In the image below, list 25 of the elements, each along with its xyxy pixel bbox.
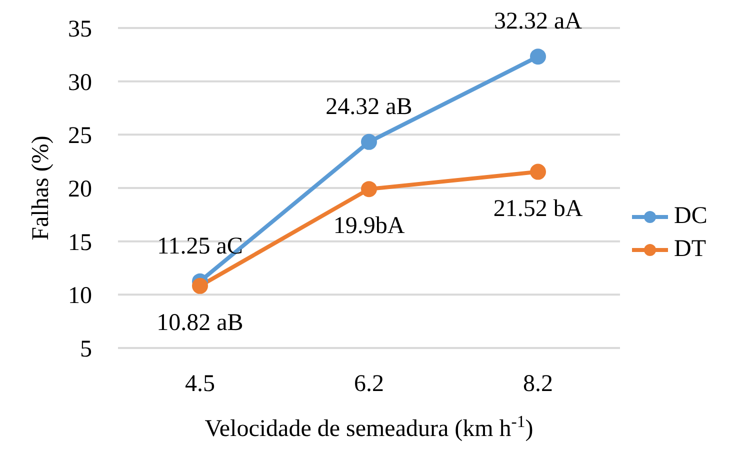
- point: [361, 134, 377, 150]
- y-tick-label: 30: [68, 70, 92, 96]
- legend-label: DC: [674, 203, 708, 230]
- y-tick-label: 5: [80, 336, 92, 363]
- point: [530, 48, 546, 65]
- y-tick-label: 10: [68, 283, 92, 310]
- x-tick-label: 4.5: [185, 371, 215, 398]
- y-axis-title: Falhas (%): [28, 136, 54, 240]
- data-label: 11.25 aC: [157, 233, 243, 260]
- y-tick-label: 35: [68, 16, 92, 43]
- data-label: 19.9bA: [333, 213, 406, 240]
- point: [192, 278, 208, 294]
- point: [530, 164, 546, 180]
- y-tick-label: 20: [68, 176, 92, 203]
- y-tick-label: 25: [68, 123, 92, 150]
- data-label: 21.52 bA: [493, 196, 584, 222]
- x-axis-title: Velocidade de semeadura (km h$^{-1}$): [204, 412, 534, 442]
- data-label: 24.32 aB: [326, 94, 412, 120]
- data-label: 10.82 aB: [156, 310, 244, 336]
- x-tick-label: 8.2: [523, 371, 553, 398]
- point: [361, 181, 377, 198]
- x-tick-label: 6.2: [354, 371, 384, 398]
- legend-label: DT: [674, 236, 706, 263]
- data-label: 32.32 aA: [494, 8, 583, 35]
- y-tick-label: 15: [68, 230, 92, 256]
